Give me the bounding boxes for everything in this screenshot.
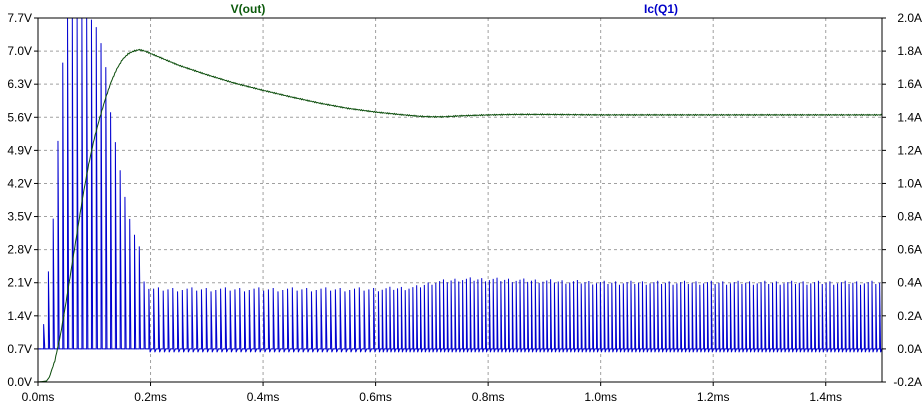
right-axis-ticks: -0.2A 0.0A 0.2A 0.4A 0.6A 0.8A 1.0A 1.2A 1.4A 1.6…	[882, 11, 922, 389]
trace-vout	[37, 48, 883, 383]
right-tick-label-9: 1.6A	[897, 77, 922, 91]
x-tick-label-4: 0.8ms	[472, 390, 505, 404]
right-tick-label-4: 0.6A	[897, 243, 922, 257]
left-tick-label-10: 7.0V	[7, 44, 32, 58]
left-tick-label-8: 5.6V	[7, 110, 32, 124]
left-tick-label-3: 2.1V	[7, 276, 32, 290]
legend-icq1[interactable]: Ic(Q1)	[644, 2, 678, 16]
right-tick-label-2: 0.2A	[897, 309, 922, 323]
right-tick-label-5: 0.8A	[897, 210, 922, 224]
legend-vout[interactable]: V(out)	[231, 2, 266, 16]
right-tick-label-10: 1.8A	[897, 44, 922, 58]
plot-frame	[37, 17, 883, 383]
x-tick-label-6: 1.2ms	[697, 390, 730, 404]
x-tick-label-3: 0.6ms	[359, 390, 392, 404]
left-tick-label-5: 3.5V	[7, 210, 32, 224]
x-axis-ticks: 0.0ms 0.2ms 0.4ms 0.6ms 0.8ms 1.0ms 1.2ms 1.4ms	[22, 382, 842, 404]
traces	[37, 17, 884, 383]
right-tick-label-3: 0.4A	[897, 276, 922, 290]
left-tick-label-4: 2.8V	[7, 243, 32, 257]
right-tick-label-1: 0.0A	[897, 342, 922, 356]
x-tick-label-1: 0.2ms	[134, 390, 167, 404]
x-tick-label-2: 0.4ms	[247, 390, 280, 404]
x-tick-label-5: 1.0ms	[584, 390, 617, 404]
x-tick-label-7: 1.4ms	[809, 390, 842, 404]
trace-ic-q1	[38, 17, 884, 353]
left-axis-ticks: 0.0V 0.7V 1.4V 2.1V 2.8V 3.5V 4.2V 4.9V 5.6V 6.3V…	[7, 11, 38, 389]
right-tick-label-8: 1.4A	[897, 110, 922, 124]
grid-lines	[38, 18, 882, 382]
left-tick-label-2: 1.4V	[7, 309, 32, 323]
left-tick-label-6: 4.2V	[7, 176, 32, 190]
left-tick-label-1: 0.7V	[7, 342, 32, 356]
right-tick-label-11: 2.0A	[897, 11, 922, 25]
right-tick-label-7: 1.2A	[897, 143, 922, 157]
right-tick-label-0: -0.2A	[893, 375, 922, 389]
x-tick-label-0: 0.0ms	[22, 390, 55, 404]
left-tick-label-11: 7.7V	[7, 11, 32, 25]
left-tick-label-9: 6.3V	[7, 77, 32, 91]
right-tick-label-6: 1.0A	[897, 176, 922, 190]
left-tick-label-0: 0.0V	[7, 375, 32, 389]
left-tick-label-7: 4.9V	[7, 143, 32, 157]
